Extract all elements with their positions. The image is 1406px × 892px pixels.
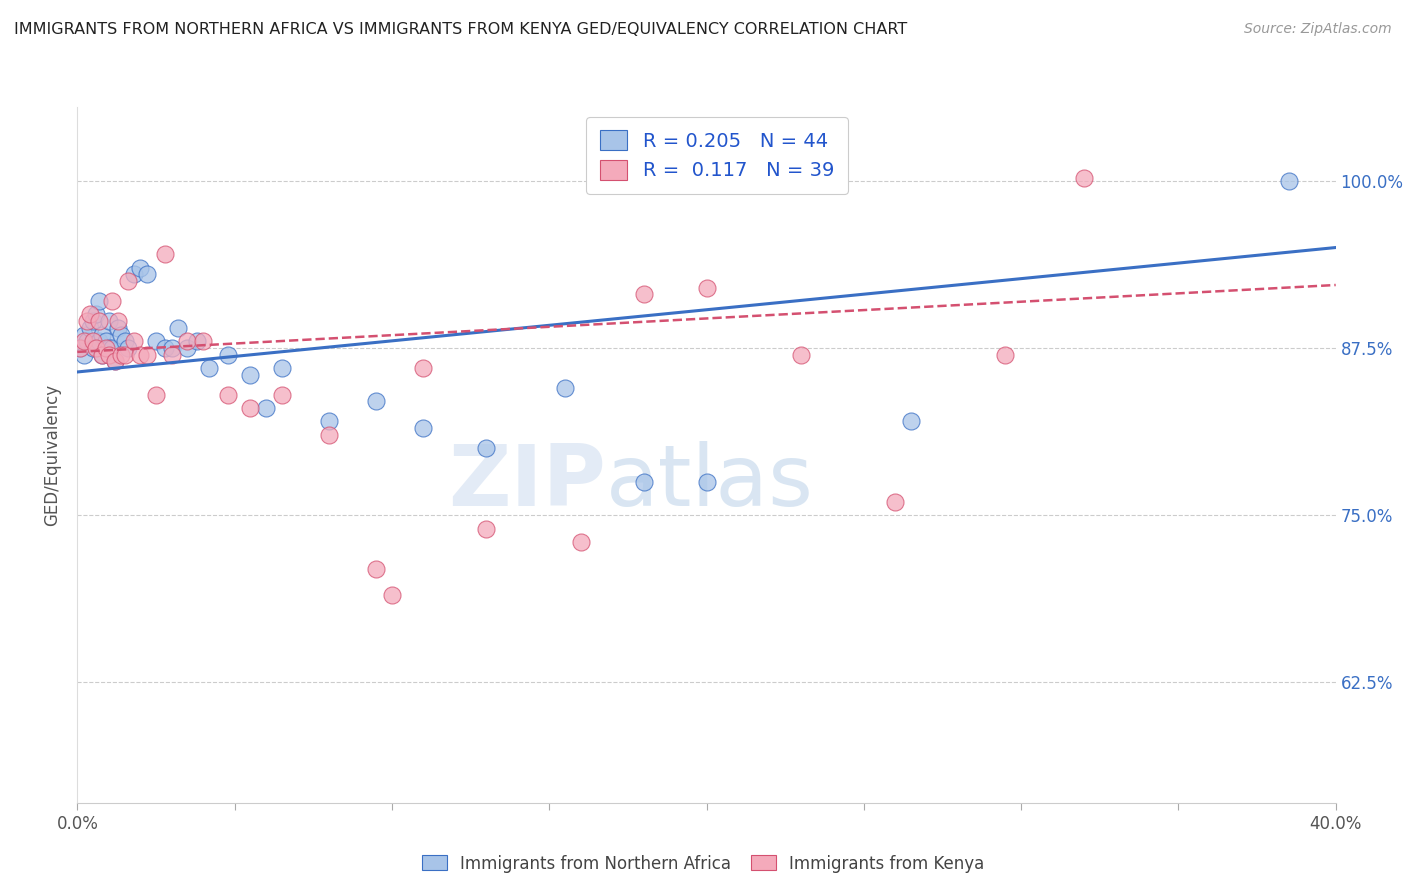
Point xyxy=(122,334,145,348)
Point xyxy=(696,475,718,489)
Point xyxy=(69,341,91,355)
Point xyxy=(97,347,120,361)
Point xyxy=(107,320,129,334)
Point xyxy=(76,334,98,348)
Point xyxy=(633,475,655,489)
Point xyxy=(186,334,208,348)
Point xyxy=(217,387,239,401)
Point xyxy=(176,341,198,355)
Point xyxy=(79,307,101,321)
Point xyxy=(94,334,117,348)
Point xyxy=(239,368,262,382)
Y-axis label: GED/Equivalency: GED/Equivalency xyxy=(44,384,62,526)
Point xyxy=(94,341,117,355)
Point xyxy=(198,360,221,375)
Legend: Immigrants from Northern Africa, Immigrants from Kenya: Immigrants from Northern Africa, Immigra… xyxy=(415,848,991,880)
Point xyxy=(91,347,114,361)
Point xyxy=(72,347,94,361)
Point xyxy=(412,360,434,375)
Text: IMMIGRANTS FROM NORTHERN AFRICA VS IMMIGRANTS FROM KENYA GED/EQUIVALENCY CORRELA: IMMIGRANTS FROM NORTHERN AFRICA VS IMMIG… xyxy=(14,22,907,37)
Point xyxy=(104,354,127,368)
Point xyxy=(270,360,292,375)
Point xyxy=(84,341,107,355)
Point xyxy=(884,494,907,508)
Text: Source: ZipAtlas.com: Source: ZipAtlas.com xyxy=(1244,22,1392,37)
Point xyxy=(89,293,111,308)
Legend: R = 0.205   N = 44, R =  0.117   N = 39: R = 0.205 N = 44, R = 0.117 N = 39 xyxy=(586,117,848,194)
Point xyxy=(135,267,157,281)
Point xyxy=(790,347,813,361)
Point xyxy=(101,341,124,355)
Point xyxy=(254,401,277,415)
Point xyxy=(270,387,292,401)
Point xyxy=(82,341,104,355)
Point xyxy=(554,381,576,395)
Point xyxy=(72,334,94,348)
Point xyxy=(239,401,262,415)
Point xyxy=(145,334,167,348)
Point xyxy=(145,387,167,401)
Point xyxy=(97,341,120,355)
Point xyxy=(191,334,215,348)
Point xyxy=(82,334,104,348)
Point xyxy=(110,347,132,361)
Text: ZIP: ZIP xyxy=(449,442,606,524)
Point xyxy=(217,347,239,361)
Point xyxy=(633,287,655,301)
Point xyxy=(110,327,132,342)
Point xyxy=(82,314,104,328)
Point xyxy=(412,421,434,435)
Point xyxy=(114,347,136,361)
Point xyxy=(155,247,177,261)
Point xyxy=(569,534,592,549)
Point xyxy=(104,354,127,368)
Point xyxy=(122,267,145,281)
Point xyxy=(155,341,177,355)
Point xyxy=(89,314,111,328)
Point xyxy=(381,588,404,602)
Point xyxy=(318,414,340,428)
Point xyxy=(89,334,111,348)
Point xyxy=(176,334,198,348)
Point xyxy=(696,280,718,294)
Point xyxy=(91,327,114,342)
Point xyxy=(107,314,129,328)
Point xyxy=(91,347,114,361)
Point xyxy=(117,341,139,355)
Point xyxy=(84,307,107,321)
Point xyxy=(1277,173,1299,187)
Point xyxy=(97,314,120,328)
Point xyxy=(318,427,340,442)
Point xyxy=(900,414,922,428)
Point xyxy=(366,561,388,575)
Point xyxy=(101,293,124,308)
Point xyxy=(129,347,152,361)
Text: atlas: atlas xyxy=(606,442,814,524)
Point xyxy=(160,347,183,361)
Point xyxy=(69,341,91,355)
Point xyxy=(167,320,190,334)
Point xyxy=(114,334,136,348)
Point xyxy=(475,521,498,535)
Point xyxy=(129,260,152,275)
Point xyxy=(117,274,139,288)
Point xyxy=(79,320,101,334)
Point xyxy=(76,314,98,328)
Point xyxy=(475,441,498,455)
Point xyxy=(160,341,183,355)
Point xyxy=(135,347,157,361)
Point xyxy=(1073,170,1095,185)
Point xyxy=(72,327,94,342)
Point xyxy=(366,394,388,409)
Point xyxy=(994,347,1017,361)
